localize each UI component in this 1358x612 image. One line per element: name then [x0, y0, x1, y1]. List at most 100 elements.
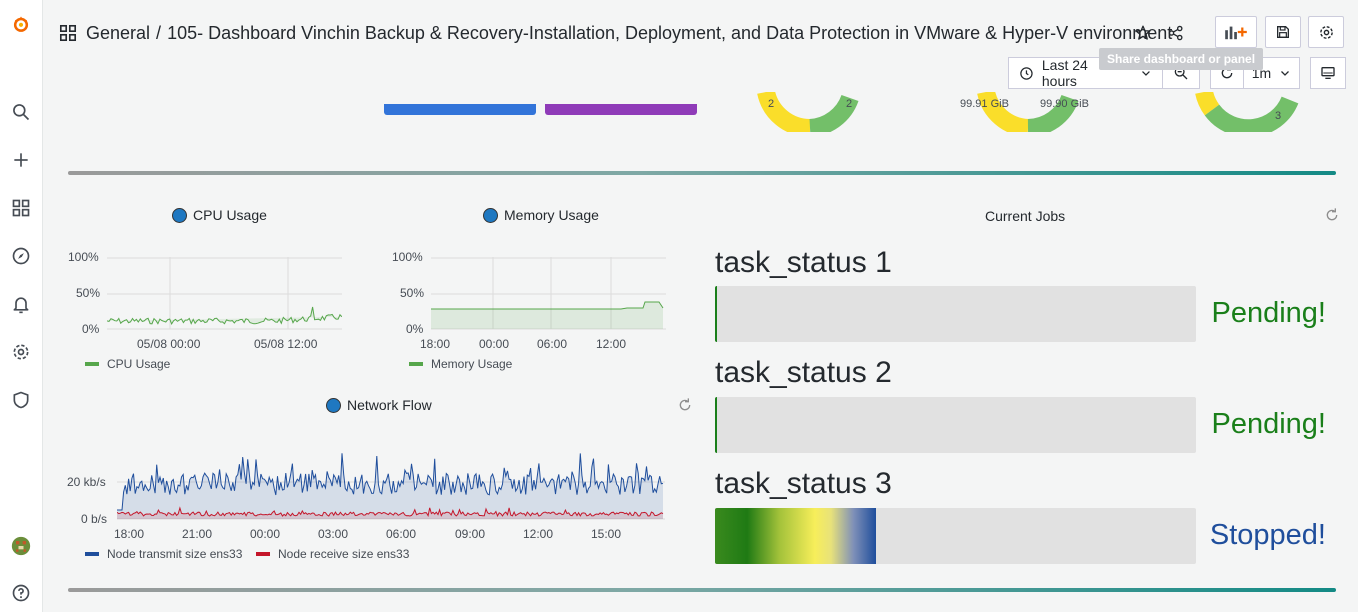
network-x-tick: 12:00 [523, 527, 554, 541]
task-status-label: Pending! [1211, 408, 1327, 440]
memory-x-tick: 00:00 [479, 337, 510, 351]
network-x-tick: 18:00 [114, 527, 145, 541]
save-icon [1277, 26, 1289, 38]
cpu-x-tick: 05/08 12:00 [254, 337, 318, 351]
memory-y-tick: 50% [400, 286, 425, 300]
legend-swatch [256, 552, 270, 556]
cpu-y-tick: 0% [82, 322, 100, 336]
legend-swatch [85, 362, 99, 366]
jobs-panel-title[interactable]: Current Jobs [985, 208, 1066, 224]
cpu-legend[interactable]: CPU Usage [85, 357, 170, 371]
task-status-label: Pending! [1211, 297, 1327, 329]
row-divider-bottom [68, 588, 1336, 592]
add-panel-button[interactable] [1215, 16, 1257, 48]
network-chart [117, 453, 665, 520]
refresh-interval-picker[interactable]: 1m [1244, 57, 1300, 89]
gauge1-left-label: 2 [768, 98, 775, 110]
row-divider-top [68, 171, 1336, 175]
chevron-down-icon [1281, 71, 1290, 76]
tv-mode-button[interactable] [1310, 57, 1346, 89]
transmit-legend-label: Node transmit size ens33 [107, 547, 243, 561]
compass-icon[interactable] [6, 241, 36, 271]
clock-icon [1020, 66, 1033, 80]
network-legend-receive[interactable]: Node receive size ens33 [256, 547, 409, 561]
cpu-title-text: CPU Usage [193, 207, 267, 223]
memory-title-text: Memory Usage [504, 207, 599, 223]
network-legend-transmit[interactable]: Node transmit size ens33 [85, 547, 242, 561]
cpu-x-tick: 05/08 00:00 [137, 337, 201, 351]
status-dot-icon [483, 207, 498, 223]
gauge-remnant-1 [757, 92, 859, 132]
breadcrumb-separator: / [156, 22, 162, 43]
gear-icon [1319, 25, 1333, 39]
plus-icon[interactable] [6, 145, 36, 175]
network-x-tick: 06:00 [386, 527, 417, 541]
task-progress-fill [715, 286, 717, 342]
cpu-panel-title[interactable]: CPU Usage [172, 207, 267, 223]
dashboard-settings-button[interactable] [1308, 16, 1344, 48]
avatar[interactable] [6, 531, 36, 561]
sidebar [0, 0, 43, 612]
task-status-label: Stopped! [1209, 519, 1326, 551]
status-dot-icon [326, 397, 341, 413]
memory-panel-title[interactable]: Memory Usage [483, 207, 599, 223]
gauge-remnant-2 [977, 92, 1079, 132]
gauge1-right-label: 2 [846, 98, 853, 110]
network-refresh-icon[interactable] [673, 393, 697, 417]
cpu-series-line [107, 306, 342, 326]
stat-bar-purple [545, 104, 697, 115]
gauge-remnant-3 [1195, 92, 1299, 132]
gauge2-left-label: 99.91 GiB [960, 98, 1009, 110]
cpu-y-tick: 50% [76, 286, 101, 300]
cpu-chart [107, 257, 342, 330]
network-x-tick: 00:00 [250, 527, 281, 541]
dashboards-icon[interactable] [6, 193, 36, 223]
shield-icon[interactable] [6, 385, 36, 415]
network-title-text: Network Flow [347, 397, 432, 413]
save-dashboard-button[interactable] [1265, 16, 1301, 48]
gear-icon[interactable] [6, 337, 36, 367]
network-y-tick: 0 b/s [81, 512, 108, 526]
task-progress-fill [715, 397, 717, 453]
breadcrumb-folder[interactable]: General [86, 22, 151, 43]
share-tooltip: Share dashboard or panel [1099, 48, 1264, 70]
spacer [1300, 57, 1310, 89]
search-icon[interactable] [6, 97, 36, 127]
dashboard-header: General / 105- Dashboard Vinchin Backup … [43, 0, 1358, 92]
help-icon[interactable] [6, 578, 36, 608]
page-title[interactable]: 105- Dashboard Vinchin Backup & Recovery… [167, 22, 1173, 43]
monitor-icon [1321, 67, 1335, 79]
jobs-refresh-icon[interactable] [1320, 203, 1344, 227]
receive-legend-label: Node receive size ens33 [278, 547, 410, 561]
memory-legend[interactable]: Memory Usage [409, 357, 512, 371]
task-name: task_status 3 [715, 467, 892, 500]
memory-y-tick: 100% [392, 250, 423, 264]
bell-icon[interactable] [6, 289, 36, 319]
network-panel-title[interactable]: Network Flow [326, 397, 432, 413]
legend-swatch [409, 362, 423, 366]
task-progress-bar [715, 397, 1196, 453]
grafana-logo[interactable] [6, 9, 36, 39]
network-y-tick: 20 kb/s [67, 475, 106, 489]
grafana-logo-icon [13, 16, 29, 32]
memory-x-tick: 18:00 [420, 337, 451, 351]
task-name: task_status 1 [715, 246, 892, 279]
task-name: task_status 2 [715, 356, 892, 389]
time-range-label: Last 24 hours [1041, 57, 1088, 89]
chevron-down-icon [1142, 71, 1150, 76]
legend-swatch [85, 552, 99, 556]
task-progress-bar [715, 508, 1196, 564]
memory-series-line [431, 301, 664, 310]
receive-series-line [117, 506, 664, 518]
transmit-series-line [117, 453, 664, 511]
cpu-y-tick: 100% [68, 250, 99, 264]
star-icon[interactable] [1131, 21, 1155, 45]
task-progress-bar [715, 286, 1196, 342]
network-x-tick: 21:00 [182, 527, 213, 541]
share-icon[interactable] [1164, 21, 1188, 45]
dashboard-grid-icon [59, 24, 77, 42]
gauge2-right-label: 99.90 GiB [1040, 98, 1089, 110]
stat-bar-blue [384, 104, 536, 115]
memory-series-area [431, 302, 663, 329]
network-x-tick: 03:00 [318, 527, 349, 541]
